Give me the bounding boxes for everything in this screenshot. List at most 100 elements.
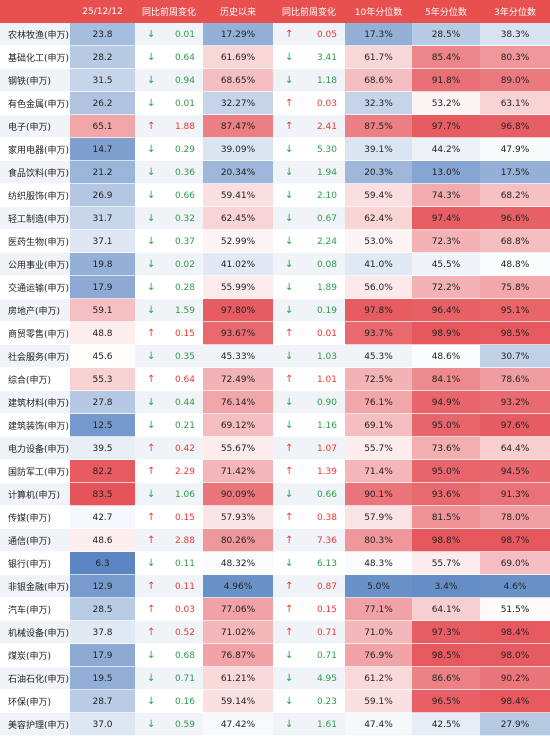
table-row: 商贸零售(申万) 48.8 ↑ 0.15 93.67% ↑ 0.01 93.7% 98.9% 98… bbox=[0, 322, 550, 345]
row-divider bbox=[0, 597, 550, 598]
pe-value-cell: 31.5 bbox=[70, 69, 135, 92]
three-year-percentile-cell: 30.7% bbox=[480, 345, 550, 368]
five-year-percentile-cell: 3.4% bbox=[412, 575, 480, 598]
five-year-percentile-cell: 96.5% bbox=[412, 690, 480, 713]
five-year-percentile-cell: 72.2% bbox=[412, 276, 480, 299]
table-row: 有色金属(申万) 26.2 ↓ 0.01 32.27% ↑ 0.03 32.3% 53.2% 63… bbox=[0, 92, 550, 115]
pct-change-cell bbox=[273, 23, 345, 46]
pct-change-value: 1.61 bbox=[316, 719, 337, 730]
row-divider bbox=[0, 574, 550, 575]
row-divider bbox=[0, 551, 550, 552]
row-divider bbox=[0, 666, 550, 667]
pe-value-cell: 28.5 bbox=[70, 598, 135, 621]
three-year-percentile-cell: 98.4% bbox=[480, 621, 550, 644]
table-row: 环保(申万) 28.7 ↓ 0.16 59.14% ↓ 0.23 59.1% 96.5% 98.4… bbox=[0, 690, 550, 713]
historical-percentile-cell: 48.32% bbox=[203, 552, 273, 575]
arrow-down-icon: ↓ bbox=[285, 144, 294, 155]
pct-change-value: 0.01 bbox=[316, 328, 337, 339]
pct-change-cell bbox=[273, 368, 345, 391]
weekly-change-cell bbox=[135, 345, 203, 368]
industry-cell: 传媒(申万) bbox=[0, 506, 70, 529]
three-year-percentile-cell: 98.7% bbox=[480, 529, 550, 552]
pe-value-cell: 14.7 bbox=[70, 138, 135, 161]
historical-percentile-cell: 87.47% bbox=[203, 115, 273, 138]
five-year-percentile-cell: 84.1% bbox=[412, 368, 480, 391]
pct-change-cell bbox=[273, 92, 345, 115]
historical-percentile-cell: 59.14% bbox=[203, 690, 273, 713]
pct-change-value: 0.71 bbox=[316, 650, 337, 661]
three-year-percentile-cell: 69.0% bbox=[480, 552, 550, 575]
pct-change-value: 0.05 bbox=[316, 29, 337, 40]
pct-change-cell bbox=[273, 391, 345, 414]
pct-change-cell bbox=[273, 230, 345, 253]
weekly-change-value: 0.52 bbox=[174, 627, 195, 638]
ten-year-percentile-cell: 59.1% bbox=[345, 690, 412, 713]
ten-year-percentile-cell: 57.9% bbox=[345, 506, 412, 529]
table-row: 家用电器(申万) 14.7 ↓ 0.29 39.09% ↓ 5.30 39.1% 44.2% 47… bbox=[0, 138, 550, 161]
three-year-percentile-cell: 98.4% bbox=[480, 690, 550, 713]
arrow-down-icon: ↓ bbox=[147, 673, 156, 684]
industry-cell: 环保(申万) bbox=[0, 690, 70, 713]
arrow-up-icon: ↑ bbox=[285, 604, 294, 615]
weekly-change-cell bbox=[135, 138, 203, 161]
five-year-percentile-cell: 28.5% bbox=[412, 23, 480, 46]
weekly-change-value: 0.03 bbox=[174, 604, 195, 615]
pe-value-cell: 28.7 bbox=[70, 690, 135, 713]
three-year-percentile-cell: 95.1% bbox=[480, 299, 550, 322]
weekly-change-cell bbox=[135, 368, 203, 391]
weekly-change-value: 0.66 bbox=[174, 190, 195, 201]
pct-change-value: 1.03 bbox=[316, 351, 337, 362]
arrow-down-icon: ↓ bbox=[285, 673, 294, 684]
historical-percentile-cell: 93.67% bbox=[203, 322, 273, 345]
weekly-change-cell bbox=[135, 184, 203, 207]
three-year-percentile-cell: 51.5% bbox=[480, 598, 550, 621]
arrow-down-icon: ↓ bbox=[285, 420, 294, 431]
arrow-down-icon: ↓ bbox=[147, 213, 156, 224]
arrow-down-icon: ↓ bbox=[147, 144, 156, 155]
ten-year-percentile-cell: 68.6% bbox=[345, 69, 412, 92]
weekly-change-value: 1.06 bbox=[174, 489, 195, 500]
five-year-percentile-cell: 97.3% bbox=[412, 621, 480, 644]
arrow-down-icon: ↓ bbox=[285, 397, 294, 408]
ten-year-percentile-cell: 55.7% bbox=[345, 437, 412, 460]
five-year-percentile-cell: 13.0% bbox=[412, 161, 480, 184]
arrow-up-icon: ↑ bbox=[285, 443, 294, 454]
three-year-percentile-cell: 47.9% bbox=[480, 138, 550, 161]
row-divider bbox=[0, 114, 550, 115]
weekly-change-value: 0.64 bbox=[174, 52, 195, 63]
ten-year-percentile-cell: 93.7% bbox=[345, 322, 412, 345]
header-c2: 同比前周变化 bbox=[273, 0, 345, 23]
arrow-down-icon: ↓ bbox=[147, 420, 156, 431]
industry-cell: 医药生物(申万) bbox=[0, 230, 70, 253]
arrow-down-icon: ↓ bbox=[285, 351, 294, 362]
table-row: 电子(申万) 65.1 ↑ 1.88 87.47% ↑ 2.41 87.5% 97.7% 96.8… bbox=[0, 115, 550, 138]
weekly-change-value: 0.01 bbox=[174, 29, 195, 40]
historical-percentile-cell: 71.42% bbox=[203, 460, 273, 483]
pct-change-value: 0.87 bbox=[316, 581, 337, 592]
pct-change-value: 1.89 bbox=[316, 282, 337, 293]
table-row: 纺织服饰(申万) 26.9 ↓ 0.66 59.41% ↓ 2.10 59.4% 74.3% 68… bbox=[0, 184, 550, 207]
row-divider bbox=[0, 482, 550, 483]
ten-year-percentile-cell: 97.8% bbox=[345, 299, 412, 322]
row-divider bbox=[0, 160, 550, 161]
header-y10: 10年分位数 bbox=[345, 0, 412, 23]
row-divider bbox=[0, 390, 550, 391]
arrow-up-icon: ↑ bbox=[285, 98, 294, 109]
pct-change-cell bbox=[273, 621, 345, 644]
pe-value-cell: 37.8 bbox=[70, 621, 135, 644]
pct-change-value: 2.10 bbox=[316, 190, 337, 201]
industry-cell: 美容护理(申万) bbox=[0, 713, 70, 736]
pct-change-cell bbox=[273, 345, 345, 368]
historical-percentile-cell: 76.87% bbox=[203, 644, 273, 667]
weekly-change-cell bbox=[135, 230, 203, 253]
pct-change-cell bbox=[273, 414, 345, 437]
weekly-change-cell bbox=[135, 92, 203, 115]
arrow-up-icon: ↑ bbox=[285, 29, 294, 40]
ten-year-percentile-cell: 41.0% bbox=[345, 253, 412, 276]
pe-value-cell: 37.1 bbox=[70, 230, 135, 253]
arrow-up-icon: ↑ bbox=[147, 121, 156, 132]
weekly-change-cell bbox=[135, 161, 203, 184]
historical-percentile-cell: 20.34% bbox=[203, 161, 273, 184]
ten-year-percentile-cell: 45.3% bbox=[345, 345, 412, 368]
arrow-down-icon: ↓ bbox=[147, 29, 156, 40]
